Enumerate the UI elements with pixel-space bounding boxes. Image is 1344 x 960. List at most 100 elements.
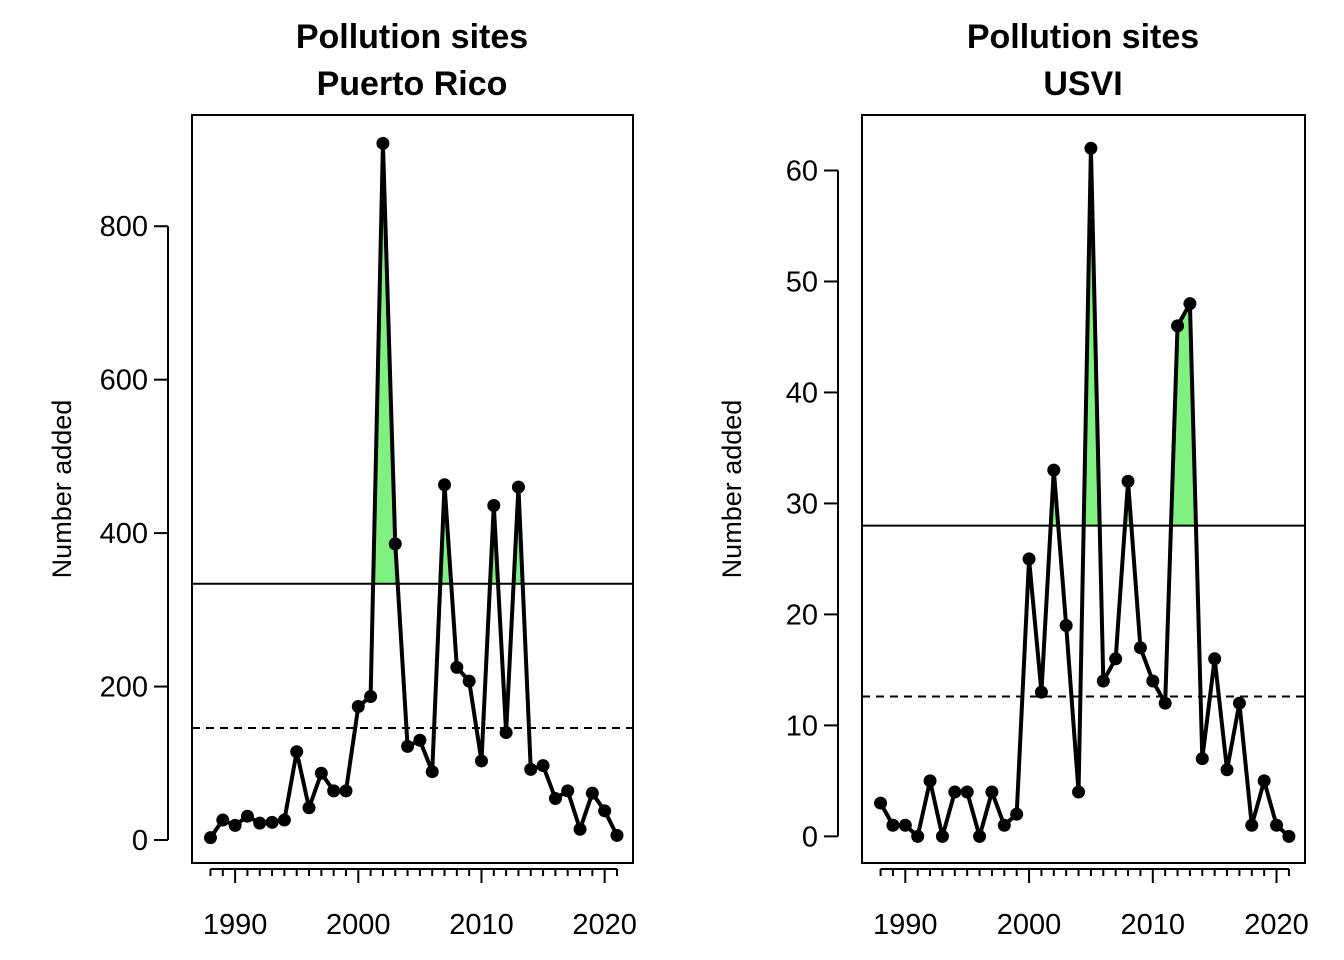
data-point-2012 xyxy=(499,726,513,740)
data-point-2006 xyxy=(425,765,439,779)
data-point-2017 xyxy=(561,784,575,798)
data-point-1988 xyxy=(203,831,217,845)
data-point-2007 xyxy=(438,478,452,492)
data-point-2004 xyxy=(1072,785,1086,799)
y-axis-label: Number added xyxy=(47,400,77,579)
y-tick-label-0: 0 xyxy=(132,825,148,857)
data-point-2008 xyxy=(1121,474,1135,488)
x-tick-label-2020: 2020 xyxy=(1244,909,1309,941)
series-line xyxy=(208,141,619,839)
data-point-2016 xyxy=(548,792,562,806)
data-point-1990 xyxy=(898,818,912,832)
x-axis: 1990 2000 2010 2020 xyxy=(203,868,637,941)
data-point-1999 xyxy=(339,784,353,798)
data-point-2000 xyxy=(1022,552,1036,566)
data-point-2021 xyxy=(610,828,624,842)
x-tick-label-2010: 2010 xyxy=(1121,909,1186,941)
data-point-1996 xyxy=(973,829,987,843)
data-point-1994 xyxy=(277,813,291,827)
y-tick-label-200: 200 xyxy=(100,672,148,704)
data-point-1998 xyxy=(327,784,341,798)
chart-title-line-2: USVI xyxy=(1043,65,1122,103)
data-point-1994 xyxy=(948,785,962,799)
x-tick-label-2020: 2020 xyxy=(572,909,637,941)
data-point-2014 xyxy=(1195,752,1209,766)
data-point-2009 xyxy=(1133,641,1147,655)
data-point-2015 xyxy=(536,759,550,773)
x-tick-label-2000: 2000 xyxy=(997,909,1062,941)
data-point-1999 xyxy=(1010,807,1024,821)
data-point-2010 xyxy=(474,754,488,768)
data-point-2013 xyxy=(1183,297,1197,311)
above-threshold-fill xyxy=(210,143,617,584)
data-point-1995 xyxy=(960,785,974,799)
data-point-2002 xyxy=(1047,463,1061,477)
data-point-1997 xyxy=(985,785,999,799)
data-point-2018 xyxy=(1245,818,1259,832)
series-line xyxy=(878,146,1291,839)
data-point-2021 xyxy=(1282,829,1296,843)
data-point-1995 xyxy=(290,745,304,759)
data-point-1991 xyxy=(911,829,925,843)
y-tick-label-10: 10 xyxy=(786,710,818,742)
plot-frame xyxy=(861,114,1306,864)
chart-title-line-1: Pollution sites xyxy=(296,18,528,56)
y-axis-label: Number added xyxy=(717,400,747,579)
y-axis: 0 200 400 600 800 Number added xyxy=(47,211,169,857)
data-point-2003 xyxy=(1059,619,1073,633)
y-axis: 0 10 20 30 40 50 60 Number added xyxy=(717,155,839,853)
x-tick-label-1990: 1990 xyxy=(203,909,268,941)
data-point-2007 xyxy=(1109,652,1123,666)
data-point-2016 xyxy=(1220,763,1234,777)
y-tick-label-600: 600 xyxy=(100,365,148,397)
data-point-1996 xyxy=(302,801,316,815)
data-point-1997 xyxy=(314,766,328,780)
y-tick-label-40: 40 xyxy=(786,377,818,409)
data-point-2000 xyxy=(351,699,365,713)
data-point-1988 xyxy=(874,796,888,810)
data-point-2005 xyxy=(1084,141,1098,155)
data-point-2005 xyxy=(413,733,427,747)
data-point-2010 xyxy=(1146,674,1160,688)
data-point-2014 xyxy=(524,762,538,776)
data-point-1993 xyxy=(935,829,949,843)
x-tick-label-2010: 2010 xyxy=(449,909,514,941)
data-point-2017 xyxy=(1232,696,1246,710)
data-point-2009 xyxy=(462,674,476,688)
x-tick-label-1990: 1990 xyxy=(873,909,938,941)
data-point-1990 xyxy=(228,818,242,832)
data-point-2018 xyxy=(573,822,587,836)
data-point-2012 xyxy=(1171,319,1185,333)
chart-panel-1: Pollution sites Puerto Rico 0 200 400 600 800 N… xyxy=(47,18,637,941)
chart-title-line-1: Pollution sites xyxy=(967,18,1199,56)
plot-frame xyxy=(191,114,634,864)
x-axis: 1990 2000 2010 2020 xyxy=(873,868,1309,941)
data-point-1991 xyxy=(240,809,254,823)
data-point-1992 xyxy=(923,774,937,788)
x-tick-label-2000: 2000 xyxy=(326,909,391,941)
chart-title-line-2: Puerto Rico xyxy=(317,65,508,103)
data-point-2006 xyxy=(1096,674,1110,688)
data-point-2013 xyxy=(511,480,525,494)
y-tick-label-20: 20 xyxy=(786,599,818,631)
data-point-2001 xyxy=(364,690,378,704)
data-point-2020 xyxy=(598,804,612,818)
y-tick-label-60: 60 xyxy=(786,155,818,187)
data-point-2020 xyxy=(1270,818,1284,832)
chart-panel-2: Pollution sites USVI 0 10 20 30 40 50 60 Number a… xyxy=(717,18,1309,941)
data-point-1992 xyxy=(253,816,267,830)
data-point-2004 xyxy=(401,739,415,753)
data-point-2019 xyxy=(585,786,599,800)
data-point-2011 xyxy=(1158,696,1172,710)
y-tick-label-800: 800 xyxy=(100,211,148,243)
data-point-1993 xyxy=(265,815,279,829)
data-point-2019 xyxy=(1257,774,1271,788)
data-point-1989 xyxy=(216,813,230,827)
data-point-1989 xyxy=(886,818,900,832)
data-point-2011 xyxy=(487,498,501,512)
data-point-2001 xyxy=(1034,685,1048,699)
data-point-1998 xyxy=(997,818,1011,832)
data-point-2015 xyxy=(1208,652,1222,666)
y-tick-label-50: 50 xyxy=(786,266,818,298)
